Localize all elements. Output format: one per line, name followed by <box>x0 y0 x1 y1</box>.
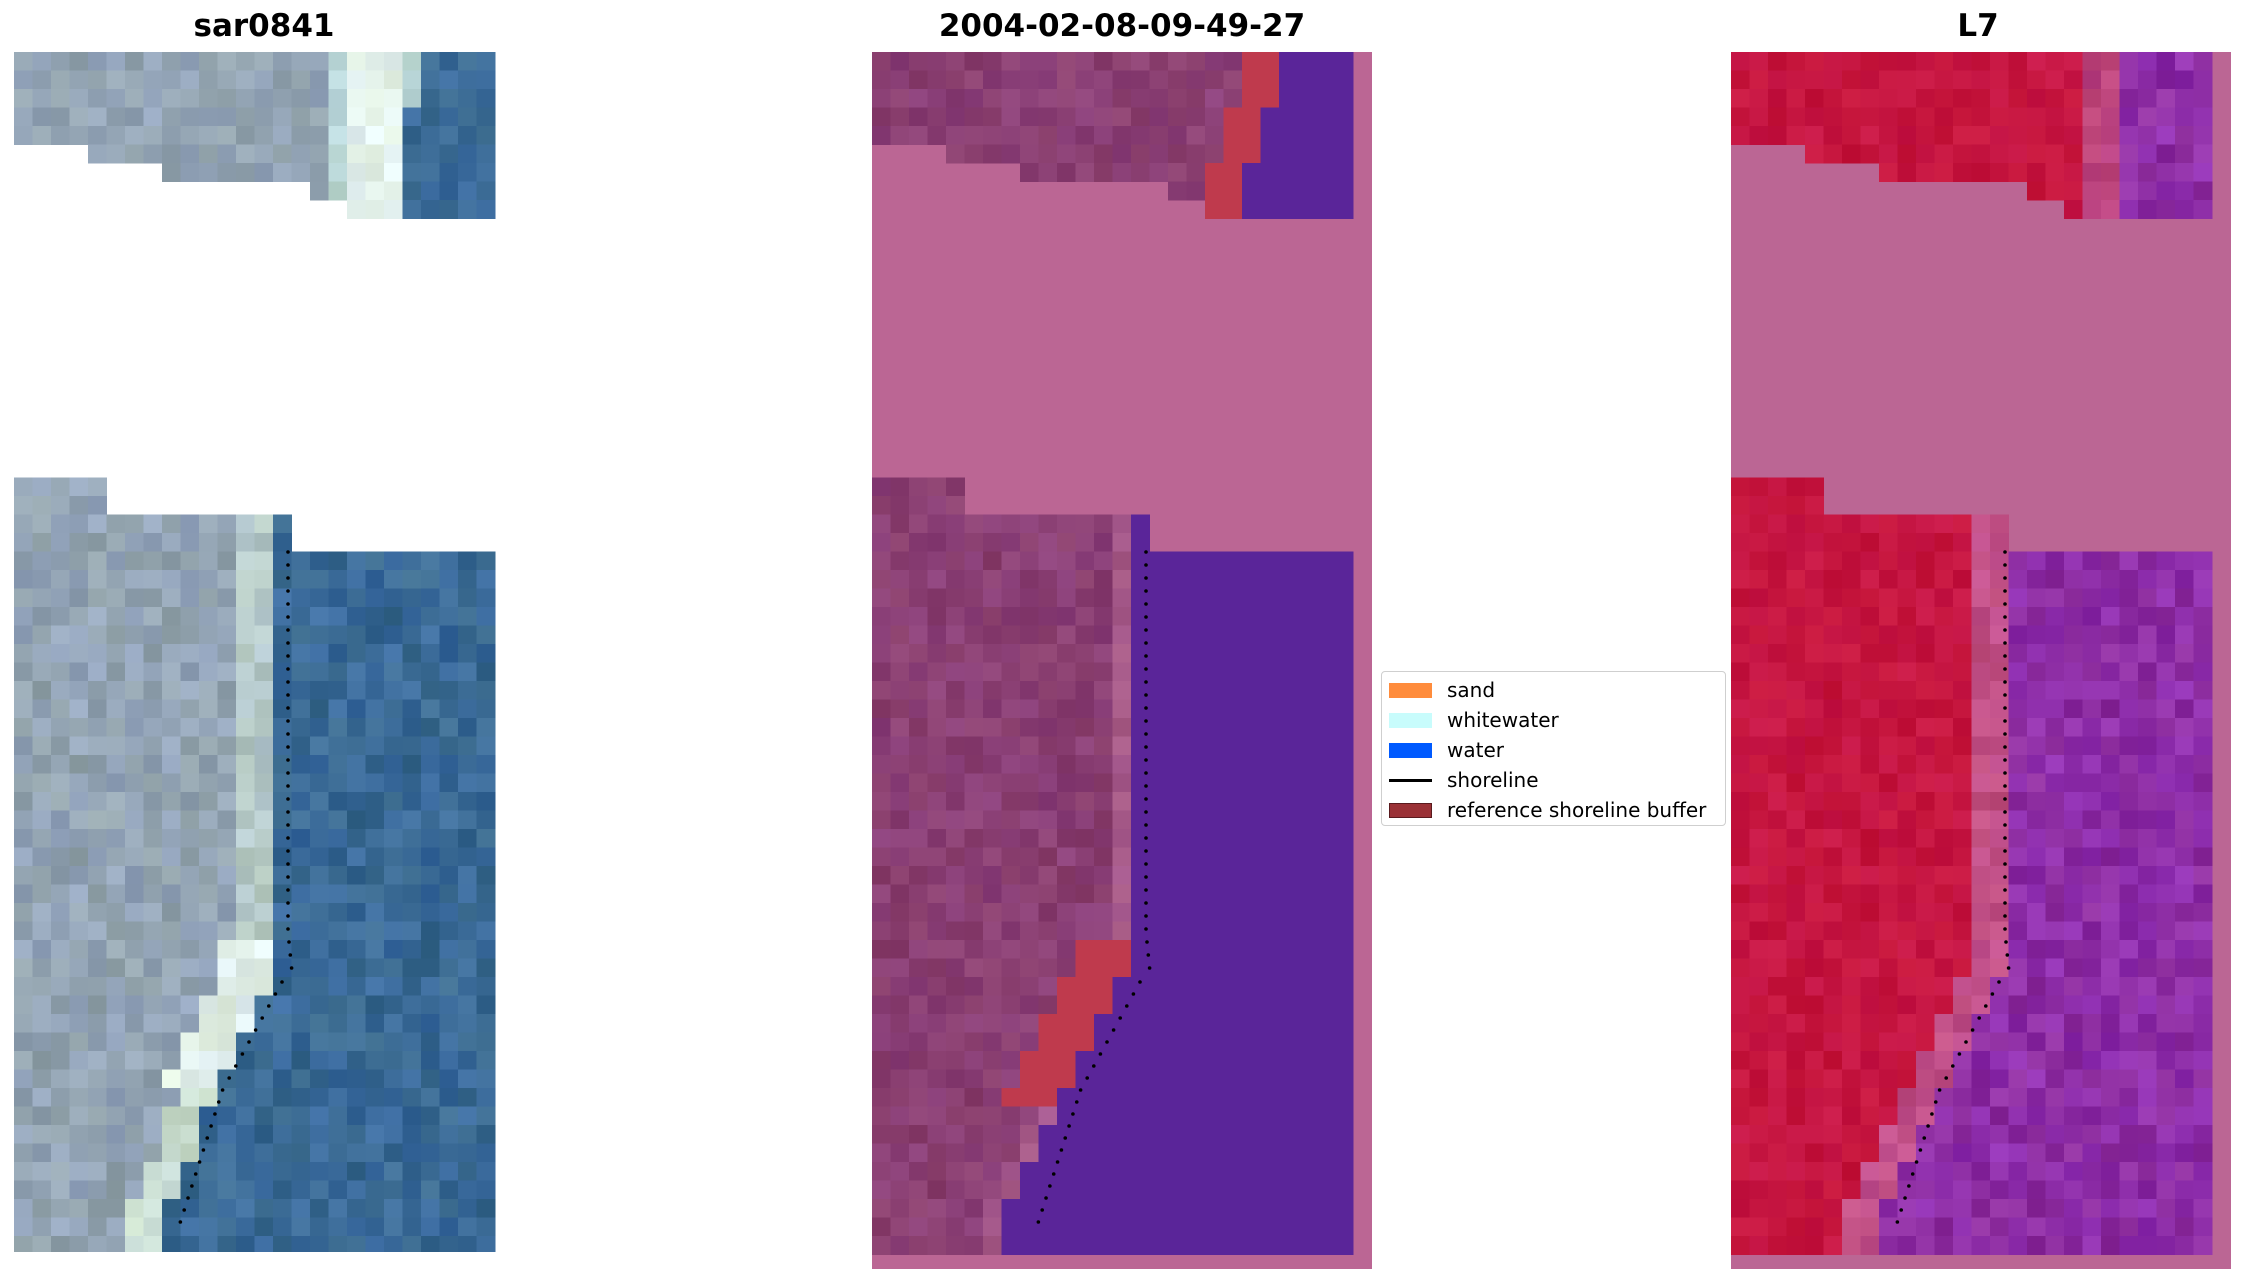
legend-item-sand: sand <box>1382 676 1725 704</box>
reference-buffer-swatch <box>1389 803 1432 818</box>
class-pixels <box>872 52 1354 1255</box>
legend-item-water: water <box>1382 736 1725 764</box>
classified-image <box>872 52 1372 1269</box>
shoreline-rgb <box>178 550 294 1224</box>
panel-title-classified: 2004-02-08-09-49-27 <box>938 8 1306 44</box>
l7-image-panel <box>1731 52 2231 1269</box>
legend-label-sand: sand <box>1447 678 1496 702</box>
classified-image-panel <box>872 52 1372 1269</box>
legend-label-water: water <box>1447 738 1504 762</box>
legend-item-shoreline: shoreline <box>1382 766 1725 794</box>
shoreline-l7 <box>1895 550 2011 1224</box>
l7-pixels <box>1731 52 2213 1255</box>
shoreline-line-swatch <box>1389 779 1432 782</box>
l7-image <box>1731 52 2231 1269</box>
shoreline-classified <box>1036 550 1152 1224</box>
panel-title-l7: L7 <box>1957 8 1999 44</box>
legend: sand whitewater water shoreline referenc… <box>1381 671 1726 826</box>
whitewater-swatch <box>1389 713 1432 728</box>
legend-label-buffer: reference shoreline buffer <box>1447 798 1707 822</box>
panel-title-rgb: sar0841 <box>193 8 335 44</box>
rgb-image <box>14 52 496 1252</box>
legend-label-shoreline: shoreline <box>1447 768 1539 792</box>
legend-item-buffer: reference shoreline buffer <box>1382 796 1725 824</box>
sand-swatch <box>1389 683 1432 698</box>
legend-item-whitewater: whitewater <box>1382 706 1725 734</box>
legend-label-whitewater: whitewater <box>1447 708 1559 732</box>
rgb-image-panel <box>14 52 496 1252</box>
rgb-pixels <box>14 52 496 1252</box>
water-swatch <box>1389 743 1432 758</box>
